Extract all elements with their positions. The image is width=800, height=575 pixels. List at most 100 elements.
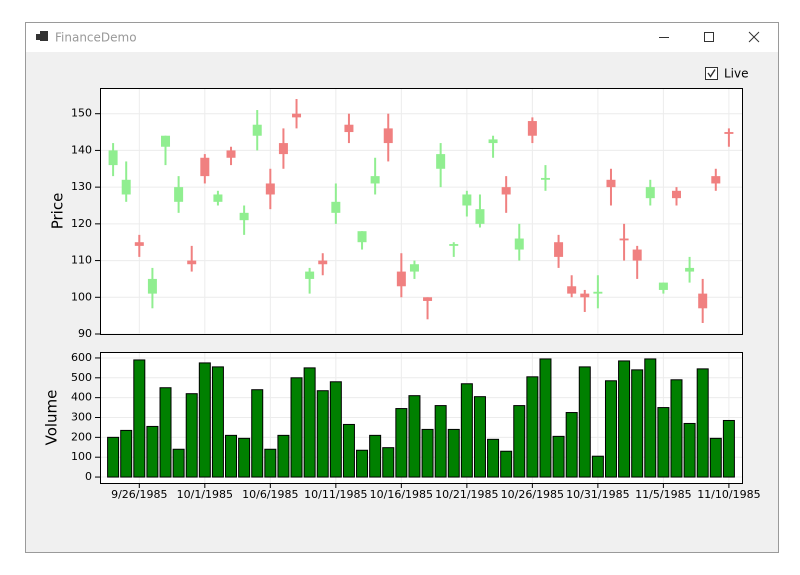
volume-bar xyxy=(290,377,303,478)
maximize-button[interactable] xyxy=(704,32,714,42)
volume-bar xyxy=(146,425,159,478)
volume-bar xyxy=(277,434,290,478)
candle-body xyxy=(187,260,197,265)
live-checkbox[interactable]: Live xyxy=(705,67,749,81)
candle-body xyxy=(685,267,695,272)
volume-bar xyxy=(264,448,277,478)
candle-body xyxy=(514,238,524,250)
y-tick-label: 100 xyxy=(71,290,92,303)
x-tick-label: 10/21/1985 xyxy=(435,488,498,501)
candle-body xyxy=(488,139,498,144)
candle-body xyxy=(593,291,603,294)
x-tick-label: 9/26/1985 xyxy=(111,488,167,501)
volume-bar xyxy=(421,428,434,478)
close-button[interactable] xyxy=(748,31,760,43)
volume-bar xyxy=(618,360,631,478)
volume-bar xyxy=(657,407,670,478)
y-tick-label: 600 xyxy=(71,351,92,364)
candle-body xyxy=(357,231,367,243)
x-tick-label: 10/31/1985 xyxy=(566,488,629,501)
candle-body xyxy=(462,194,472,206)
volume-bar xyxy=(526,376,539,478)
candle-body xyxy=(134,242,144,246)
candle-body xyxy=(396,271,406,287)
candle-body xyxy=(632,249,642,261)
volume-bar xyxy=(565,412,578,478)
volume-bar xyxy=(251,389,264,478)
y-tick-label: 0 xyxy=(85,470,92,483)
x-tick-label: 11/10/1985 xyxy=(697,488,760,501)
checkbox-box[interactable] xyxy=(705,67,718,80)
candle-body xyxy=(226,150,236,158)
volume-bar xyxy=(591,455,604,478)
candle-body xyxy=(606,179,616,188)
volume-bar xyxy=(722,419,735,478)
window-title: FinanceDemo xyxy=(55,31,137,45)
candle-body xyxy=(409,264,419,272)
volume-bar xyxy=(382,447,395,478)
volume-bar xyxy=(107,436,120,478)
candle-body xyxy=(423,297,433,301)
plot-border xyxy=(100,88,743,335)
checkbox-check xyxy=(707,69,716,78)
plot-area xyxy=(100,88,742,334)
candle-body xyxy=(239,212,249,221)
volume-bar xyxy=(329,381,342,478)
volume-bar xyxy=(342,423,355,478)
volume-bar xyxy=(644,358,657,478)
volume-bar xyxy=(487,438,500,478)
candle-body xyxy=(331,201,341,213)
candle-body xyxy=(383,128,393,144)
volume-bar xyxy=(513,405,526,478)
x-tick-label: 10/16/1985 xyxy=(370,488,433,501)
candle-body xyxy=(121,179,131,195)
y-tick-label: 100 xyxy=(71,450,92,463)
volume-bar xyxy=(709,437,722,478)
volume-bar xyxy=(696,368,709,478)
candle-body xyxy=(436,154,446,169)
app-icon xyxy=(36,31,48,41)
candle-body xyxy=(580,293,590,298)
volume-bar xyxy=(539,358,552,478)
candle-body xyxy=(213,194,223,202)
volume-bar xyxy=(225,434,238,478)
volume-bar xyxy=(120,429,133,478)
volume-bar xyxy=(185,393,198,478)
candle-body xyxy=(344,124,354,133)
y-tick-label: 150 xyxy=(71,107,92,120)
candle-body xyxy=(278,143,288,155)
y-axis-label: Volume xyxy=(43,390,61,446)
volume-bar xyxy=(159,387,172,478)
x-tick-label: 10/1/1985 xyxy=(177,488,233,501)
volume-bar xyxy=(578,366,591,478)
candle-body xyxy=(161,135,171,147)
candle-body xyxy=(108,150,118,166)
y-tick-label: 300 xyxy=(71,411,92,424)
candle-body xyxy=(554,242,564,257)
y-tick-label: 140 xyxy=(71,143,92,156)
volume-bar xyxy=(303,367,316,478)
checkbox-label[interactable]: Live xyxy=(724,67,749,81)
y-tick-label: 110 xyxy=(71,254,92,267)
candle-body xyxy=(671,190,681,199)
candle-body xyxy=(711,176,721,184)
volume-bar xyxy=(238,437,251,478)
y-tick-label: 90 xyxy=(78,327,92,340)
volume-bar xyxy=(683,422,696,478)
volume-bar xyxy=(316,390,329,478)
volume-bar xyxy=(434,405,447,478)
title-bar xyxy=(26,23,778,52)
candle-body xyxy=(147,278,157,294)
x-tick-label: 10/11/1985 xyxy=(304,488,367,501)
volume-bar xyxy=(604,380,617,478)
volume-bar xyxy=(198,362,211,478)
candle-body xyxy=(305,271,315,279)
volume-bar xyxy=(408,395,421,478)
candle-body xyxy=(318,260,328,265)
candle-body xyxy=(567,286,577,294)
candle-body xyxy=(449,244,459,246)
candle-body xyxy=(370,176,380,184)
volume-bar xyxy=(211,366,224,478)
y-tick-label: 120 xyxy=(71,217,92,230)
